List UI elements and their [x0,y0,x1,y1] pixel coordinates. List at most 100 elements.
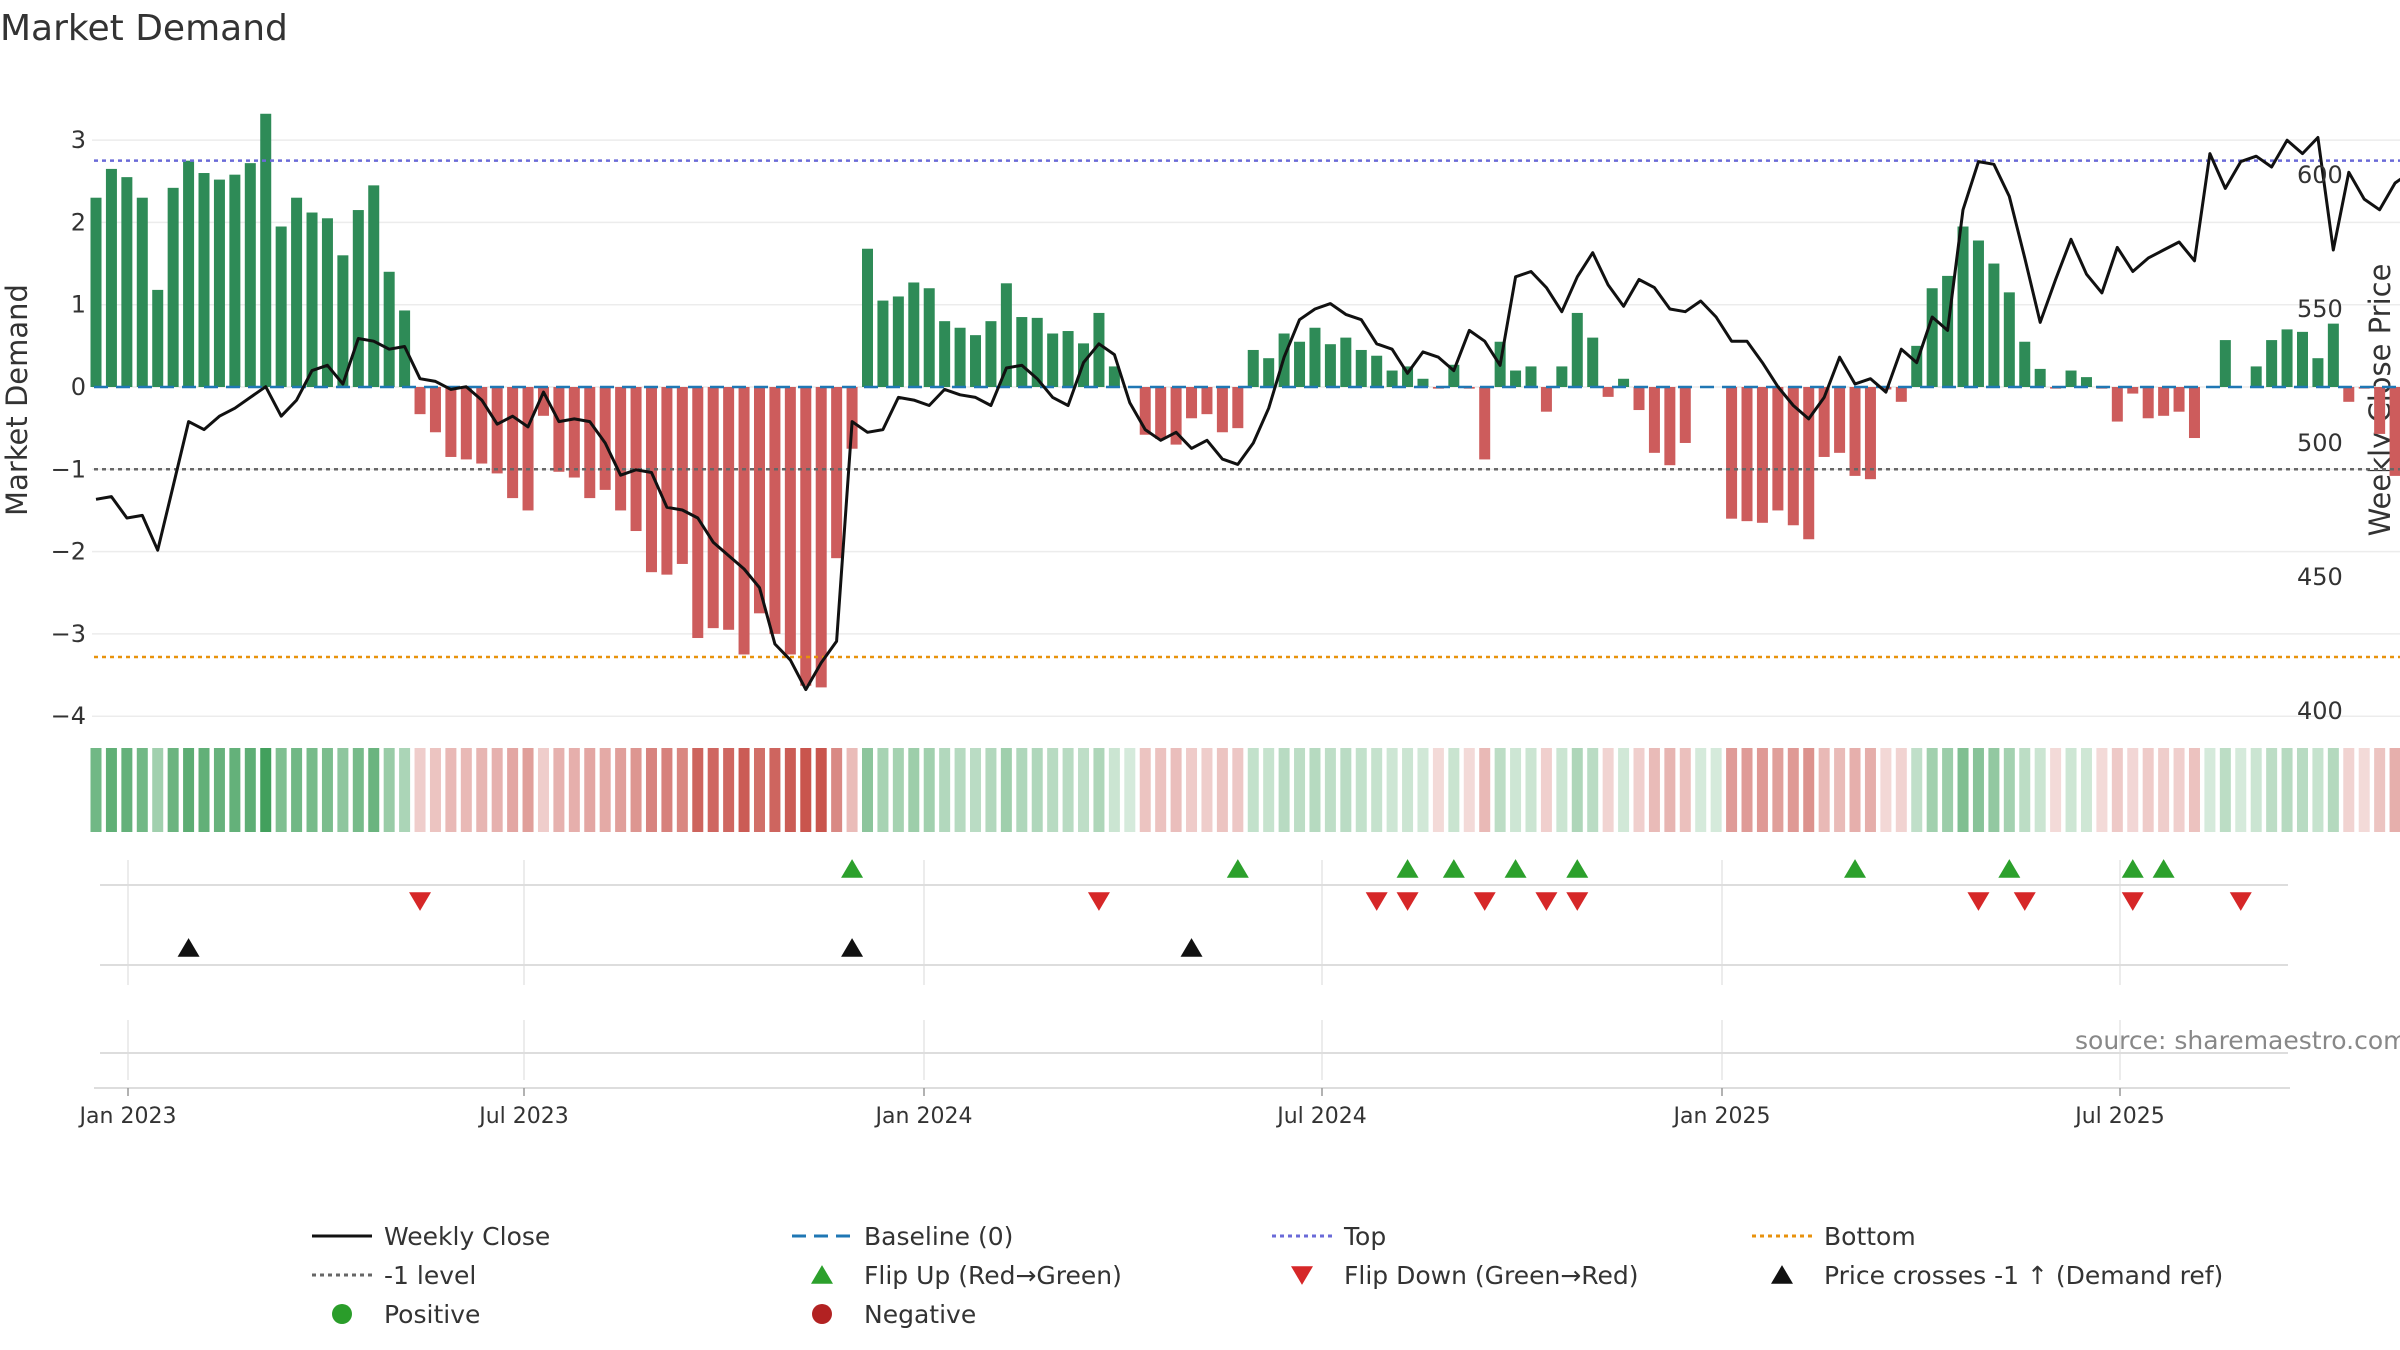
strip-cell [1000,748,1012,832]
y-tick-left: 1 [71,291,86,319]
demand-bar [1618,378,1630,387]
strip-cell [476,748,488,832]
x-tick-label: Jul 2023 [477,1104,569,1129]
strip-cell [1494,748,1506,832]
demand-bar [1216,387,1228,433]
strip-cell [136,748,148,832]
demand-bar [2312,358,2324,387]
demand-bar [645,387,657,573]
strip-cell [1834,748,1846,832]
gridlines [92,139,2400,1089]
y-tick-right: 450 [2297,563,2343,591]
demand-bar [2127,387,2139,394]
demand-bar [1525,366,1537,387]
strip-cell [1016,748,1028,832]
strip-cell [1355,748,1367,832]
strip-cell [1726,748,1738,832]
strip-cell [692,748,704,832]
strip-cell [2266,748,2278,832]
strip-cell [306,748,318,832]
demand-bar [2019,341,2031,387]
demand-bar [1540,387,1552,412]
flip-up-marker [1396,859,1419,878]
strip-cell [1787,748,1799,832]
strip-cell [568,748,580,832]
legend-label: Flip Down (Green→Red) [1344,1261,1639,1290]
strip-cell [1139,748,1151,832]
demand-bar [1787,387,1799,526]
strip-cell [1772,748,1784,832]
strip-cell [1201,748,1213,832]
strip-cell [1263,748,1275,832]
demand-bar [1834,387,1846,453]
demand-bar [1309,327,1321,387]
demand-bar [1340,337,1352,387]
demand-bar [537,387,549,416]
flip-down-marker [1365,892,1388,911]
demand-bar [429,387,441,433]
demand-bar [985,321,997,387]
demand-bar [275,226,287,387]
flip-up-marker [1442,859,1465,878]
strip-cell [892,748,904,832]
demand-bar [291,197,303,387]
demand-bar [815,387,827,688]
legend-item: Flip Up (Red→Green) [811,1261,1122,1290]
demand-bar [553,387,565,472]
strip-cell [1849,748,1861,832]
demand-bar [939,321,951,387]
flip-down-marker [1967,892,1990,911]
weekly-close-series [95,136,2400,692]
demand-bar [831,387,843,559]
demand-bar [1510,370,1522,387]
legend-label: Baseline (0) [864,1222,1013,1251]
demand-bar [306,212,318,387]
legend-item: Bottom [1752,1222,1916,1251]
demand-bar [970,335,982,387]
legend-item: Positive [332,1300,480,1329]
legend-label: Weekly Close [384,1222,550,1251]
flip-up-marker [1998,859,2021,878]
strip-cell [1756,748,1768,832]
demand-bar [1479,387,1491,460]
strip-cell [90,748,102,832]
strip-cell [1695,748,1707,832]
strip-cell [1216,748,1228,832]
strip-cell [2019,748,2031,832]
demand-bar [769,387,781,634]
strip-cell [2188,748,2200,832]
flip-up-marker [1844,859,1867,878]
strip-cell [2235,748,2247,832]
strip-cell [1510,748,1522,832]
demand-bar [2158,387,2170,416]
strip-cell [1587,748,1599,832]
demand-bar [630,387,642,532]
strip-cell [321,748,333,832]
demand-bar [2219,340,2231,387]
demand-bar [1926,288,1938,387]
strip-cell [1864,748,1876,832]
strip-cell [491,748,503,832]
flip-down-marker [1535,892,1558,911]
strip-cell [862,748,873,832]
demand-bar [2034,368,2046,387]
y-tick-left: −4 [51,702,86,730]
demand-bar [337,255,349,387]
y-tick-left: 3 [71,126,86,154]
demand-bar [1170,387,1182,445]
strip-cell [2374,748,2386,832]
demand-bar [1756,387,1768,523]
strip-cell [229,748,241,832]
demand-bar [183,160,195,387]
demand-bar [2374,387,2386,434]
strip-cell [1679,748,1691,832]
strip-cell [2065,748,2077,832]
axis-ticks: 3 2 1 0 −1 −2 −3 −4 600 550 500 450 400 Jan 2023 Jul 2… [51,126,2343,1129]
strip-cell [1124,748,1136,832]
strip-cell [152,748,164,832]
y-tick-left: −2 [51,538,86,566]
demand-bar [846,387,858,449]
demand-bar [2003,292,2015,387]
strip-cell [2050,748,2062,832]
